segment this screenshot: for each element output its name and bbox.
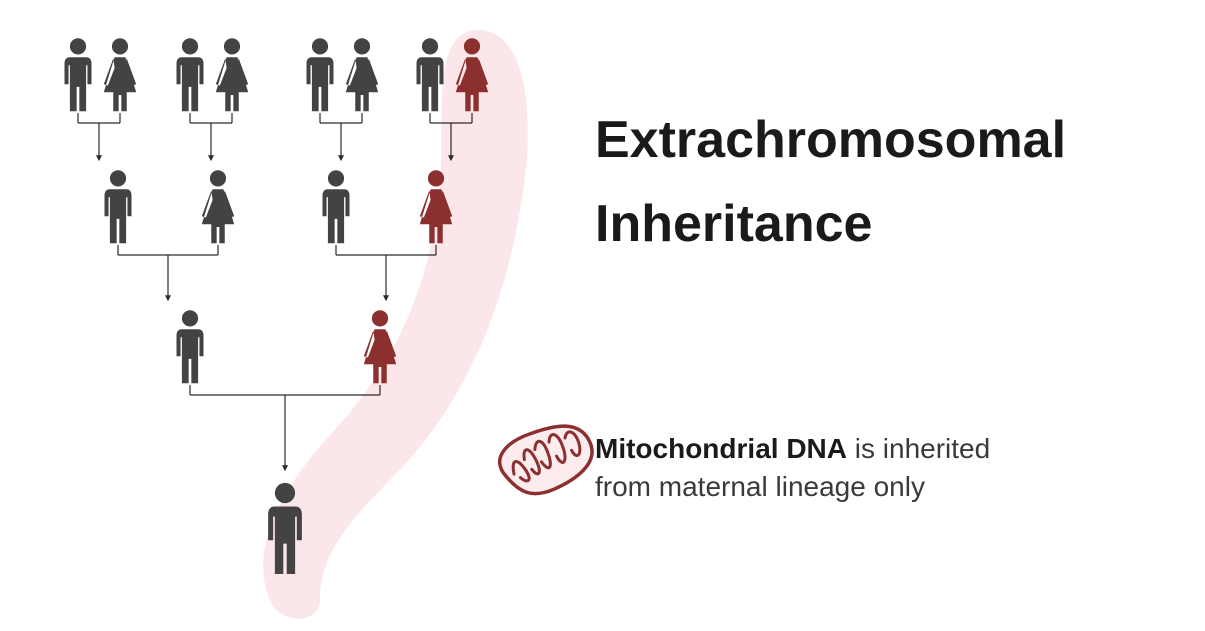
diagram-canvas: Extrachromosomal Inheritance Mitochondri… — [0, 0, 1205, 631]
mitochondrion-shape — [492, 410, 601, 507]
mitochondrion-icon — [0, 0, 1205, 631]
